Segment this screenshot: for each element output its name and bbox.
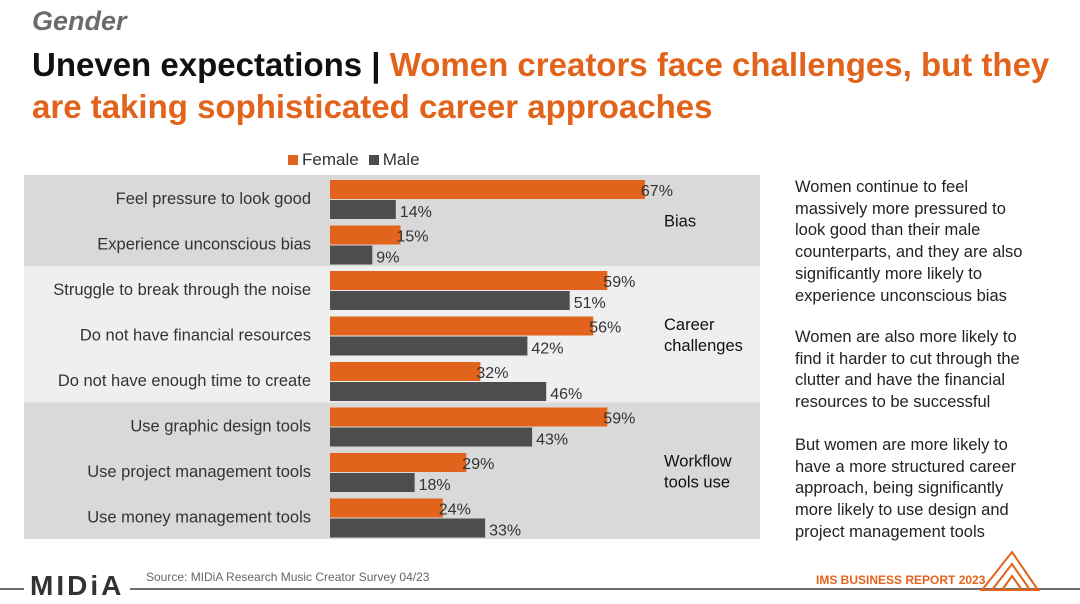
bar-male — [330, 382, 547, 401]
legend-label-male: Male — [382, 150, 420, 169]
data-label-female: 59% — [603, 411, 635, 428]
data-label-female: 59% — [603, 274, 635, 291]
category-label: Do not have enough time to create — [58, 372, 311, 390]
bar-male — [330, 200, 396, 219]
commentary-line: approach, being significantly — [795, 479, 1004, 498]
legend-item-male: Male — [368, 150, 420, 170]
data-label-female: 67% — [641, 183, 673, 200]
legend-item-female: Female — [288, 150, 359, 170]
bar-male — [330, 291, 570, 310]
data-label-male: 46% — [550, 386, 582, 403]
category-label: Use graphic design tools — [130, 418, 311, 436]
commentary-line: massively more pressured to — [795, 199, 1006, 218]
commentary-line: significantly more likely to — [795, 264, 983, 283]
commentary-paragraph: Women continue to feel massively more pre… — [795, 177, 1057, 307]
legend-swatch-female — [288, 155, 298, 165]
commentary-line: Women continue to feel — [795, 178, 969, 196]
category-label: Use money management tools — [87, 509, 311, 527]
footer-divider — [0, 588, 1080, 590]
report-title: IMS BUSINESS REPORT 2023 — [816, 573, 986, 587]
page-title: Uneven expectations | Women creators fac… — [32, 44, 1052, 128]
chart-legend: Female Male — [288, 150, 420, 170]
commentary-line: experience unconscious bias — [795, 286, 1007, 305]
bar-male — [330, 473, 415, 492]
data-label-male: 42% — [531, 341, 563, 358]
data-label-female: 32% — [476, 365, 508, 382]
headline-lead: Uneven expectations | — [32, 46, 390, 83]
legend-label-female: Female — [302, 150, 359, 169]
headline-accent: Women creators face challenges, but they… — [32, 46, 1050, 125]
data-label-male: 33% — [489, 523, 521, 540]
bar-female — [330, 362, 481, 381]
report-logo-icon — [980, 550, 1040, 591]
commentary-line: more likely to use design and — [795, 501, 1009, 520]
group-label: tools use — [664, 473, 730, 491]
bar-male — [330, 245, 373, 265]
data-label-male: 51% — [574, 295, 606, 312]
bar-female — [330, 225, 401, 245]
commentary-line: project management tools — [795, 522, 985, 541]
group-label: Career — [664, 316, 715, 334]
bar-female — [330, 498, 443, 518]
commentary-paragraph: Women are also more likely to find it har… — [795, 327, 1057, 414]
legend-swatch-male — [368, 155, 379, 165]
group-label: Bias — [664, 213, 696, 231]
commentary-line: resources to be successful — [795, 393, 991, 412]
bar-female — [330, 271, 608, 290]
bar-male — [330, 518, 486, 538]
category-label: Use project management tools — [87, 463, 311, 481]
data-label-male: 14% — [400, 204, 432, 221]
category-label: Do not have financial resources — [80, 327, 311, 345]
bar-female — [330, 407, 608, 427]
commentary-line: clutter and have the financial — [795, 371, 1006, 390]
category-label: Feel pressure to look good — [116, 190, 311, 208]
category-label: Struggle to break through the noise — [53, 281, 311, 299]
section-label: Gender — [32, 6, 127, 36]
bar-chart: Bias Career challenges Workflow tools use Fee… — [24, 175, 760, 540]
group-label: challenges — [664, 337, 743, 355]
data-label-male: 9% — [376, 250, 399, 267]
data-label-male: 43% — [536, 432, 568, 449]
group-label: Workflow — [664, 452, 732, 470]
commentary-paragraph: But women are more likely to have a more … — [795, 435, 1057, 544]
commentary-line: Women are also more likely to — [795, 328, 1017, 346]
commentary-line: counterparts, and they are also — [795, 243, 1023, 262]
commentary-line: But women are more likely to — [795, 436, 1008, 454]
data-label-female: 56% — [589, 320, 621, 337]
commentary-line: look good than their male — [795, 221, 981, 240]
data-label-female: 29% — [462, 456, 494, 473]
data-label-female: 15% — [397, 229, 429, 246]
bar-male — [330, 427, 533, 447]
midia-logo: MIDiA — [24, 570, 131, 602]
bar-female — [330, 180, 645, 199]
bar-male — [330, 336, 528, 356]
commentary-line: find it harder to cut through the — [795, 349, 1020, 368]
commentary-line: have a more structured career — [795, 457, 1017, 476]
source-note: Source: MIDiA Research Music Creator Sur… — [146, 570, 430, 584]
data-label-female: 24% — [439, 502, 471, 519]
data-label-male: 18% — [419, 477, 451, 494]
category-label: Experience unconscious bias — [97, 236, 311, 254]
bar-female — [330, 453, 467, 472]
bar-female — [330, 316, 594, 336]
